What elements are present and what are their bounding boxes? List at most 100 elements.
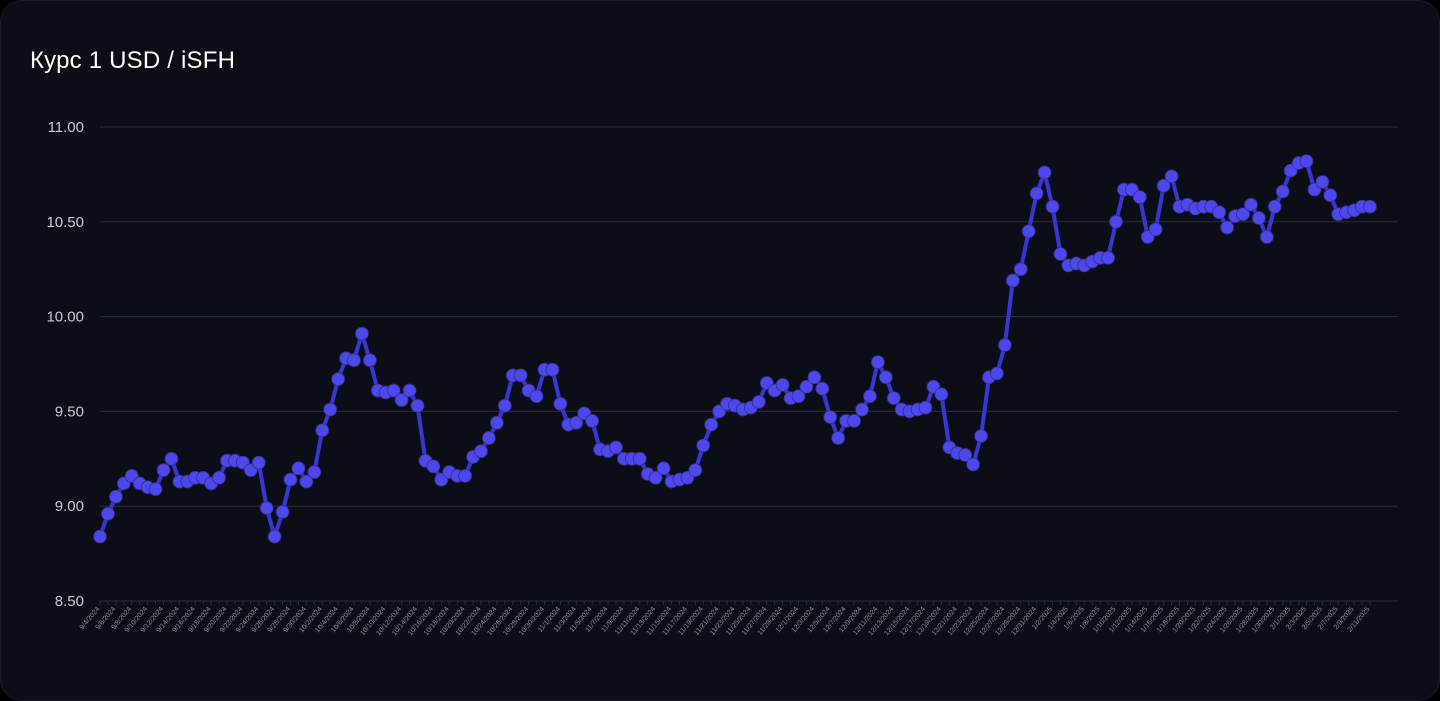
data-point[interactable] [362, 353, 377, 368]
data-point[interactable] [1323, 188, 1338, 203]
data-point[interactable] [1156, 178, 1171, 193]
data-point[interactable] [402, 383, 417, 398]
data-point[interactable] [886, 391, 901, 406]
data-point[interactable] [934, 387, 949, 402]
data-point[interactable] [489, 415, 504, 430]
data-point[interactable] [823, 410, 838, 424]
data-point[interactable] [315, 423, 330, 438]
data-point[interactable] [93, 529, 107, 544]
data-point[interactable] [1037, 165, 1052, 180]
data-point[interactable] [529, 389, 544, 404]
data-point[interactable] [347, 353, 361, 368]
data-point[interactable] [1363, 199, 1377, 214]
data-point[interactable] [1109, 214, 1123, 229]
data-point[interactable] [704, 417, 719, 432]
data-point[interactable] [1005, 273, 1020, 288]
data-point[interactable] [966, 457, 981, 472]
y-tick-label: 10.00 [46, 309, 84, 326]
data-point[interactable] [1132, 190, 1147, 205]
data-point[interactable] [394, 393, 409, 407]
data-point[interactable] [355, 326, 369, 341]
data-point[interactable] [482, 431, 496, 445]
data-point[interactable] [870, 355, 885, 370]
data-point[interactable] [1244, 197, 1258, 212]
data-point[interactable] [513, 368, 528, 383]
data-point[interactable] [299, 474, 314, 489]
data-point[interactable] [791, 389, 806, 404]
data-point[interactable] [410, 398, 425, 413]
data-point[interactable] [323, 402, 338, 417]
data-point[interactable] [863, 389, 877, 404]
data-point[interactable] [1236, 207, 1250, 222]
data-point[interactable] [918, 400, 933, 415]
data-point[interactable] [878, 370, 893, 385]
data-point[interactable] [251, 455, 266, 470]
data-point[interactable] [1220, 220, 1235, 235]
data-point[interactable] [1267, 199, 1282, 214]
data-point[interactable] [553, 396, 568, 411]
data-point[interactable] [585, 413, 600, 428]
data-point[interactable] [545, 362, 560, 377]
data-point[interactable] [807, 370, 822, 385]
y-tick-label: 9.50 [55, 403, 84, 420]
data-point[interactable] [609, 440, 623, 455]
data-point[interactable] [1029, 186, 1044, 201]
data-point[interactable] [1101, 250, 1115, 265]
data-point[interactable] [156, 463, 171, 478]
data-point[interactable] [1053, 247, 1068, 261]
x-axis-ticks: 9/4/20249/6/20249/8/20249/10/20249/12/20… [79, 601, 1372, 637]
data-point[interactable] [283, 472, 298, 487]
data-point[interactable] [291, 461, 306, 476]
data-point[interactable] [1148, 222, 1163, 237]
data-point[interactable] [307, 465, 322, 479]
data-point[interactable] [855, 402, 869, 417]
data-point[interactable] [1212, 205, 1227, 220]
data-point[interactable] [1045, 199, 1060, 214]
data-point[interactable] [1275, 184, 1290, 199]
data-point[interactable] [696, 438, 711, 453]
data-point[interactable] [275, 504, 290, 519]
data-point[interactable] [1259, 230, 1274, 244]
data-point[interactable] [1164, 169, 1179, 184]
data-point[interactable] [656, 461, 671, 476]
data-point[interactable] [474, 444, 488, 459]
data-point[interactable] [426, 459, 441, 474]
grid-lines [100, 126, 1398, 602]
data-point[interactable] [569, 415, 584, 430]
data-point[interactable] [815, 381, 830, 396]
chart-title: Курс 1 USD / iSFH [30, 47, 236, 74]
y-tick-label: 8.50 [55, 593, 84, 610]
series-markers [93, 154, 1377, 544]
data-point[interactable] [212, 470, 226, 485]
data-point[interactable] [108, 489, 123, 504]
data-point[interactable] [497, 398, 512, 413]
data-point[interactable] [1251, 211, 1266, 225]
data-point[interactable] [751, 395, 766, 409]
data-point[interactable] [974, 429, 988, 443]
data-point[interactable] [259, 501, 274, 515]
data-point[interactable] [799, 379, 814, 394]
y-tick-label: 10.50 [46, 214, 84, 231]
data-point[interactable] [164, 451, 179, 466]
data-point[interactable] [1315, 175, 1330, 189]
data-point[interactable] [632, 451, 647, 466]
data-point[interactable] [458, 468, 473, 483]
data-point[interactable] [990, 366, 1004, 381]
data-point[interactable] [997, 338, 1012, 352]
data-point[interactable] [1299, 154, 1314, 169]
data-point[interactable] [386, 383, 401, 398]
y-tick-label: 11.00 [48, 119, 84, 136]
data-point[interactable] [958, 448, 973, 462]
data-point[interactable] [267, 529, 282, 544]
data-point[interactable] [775, 377, 790, 392]
data-point[interactable] [831, 431, 846, 445]
data-point[interactable] [648, 470, 663, 485]
data-point[interactable] [331, 372, 346, 387]
data-point[interactable] [1021, 224, 1036, 239]
data-point[interactable] [101, 506, 115, 521]
data-point[interactable] [847, 413, 861, 428]
data-point[interactable] [1013, 262, 1028, 277]
data-point[interactable] [688, 463, 703, 478]
data-point[interactable] [148, 482, 163, 497]
